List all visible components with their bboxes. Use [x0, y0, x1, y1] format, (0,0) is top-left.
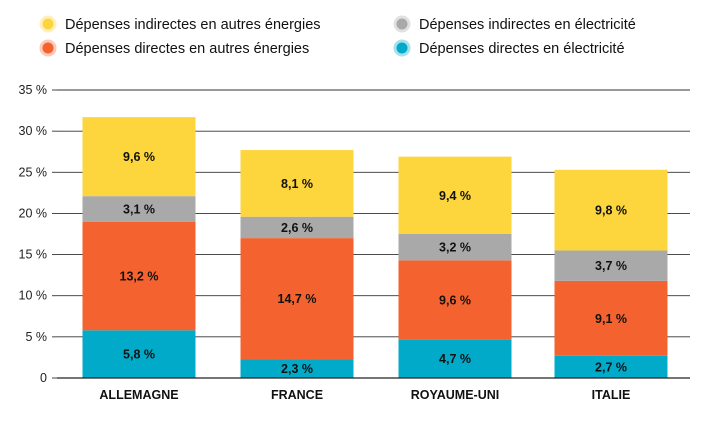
y-tick-label-15: 15 %	[19, 248, 48, 262]
bar-segment-italie-series-3	[554, 169, 668, 251]
data-label-royaume-uni-series-0: 4,7 %	[439, 352, 471, 366]
bar-segment-italie-series-1	[554, 280, 668, 356]
x-tick-label-royaume-uni: ROYAUME-UNI	[411, 388, 499, 402]
data-label-italie-series-2: 3,7 %	[595, 259, 627, 273]
data-label-france-series-3: 8,1 %	[281, 177, 313, 191]
data-label-royaume-uni-series-3: 9,4 %	[439, 189, 471, 203]
data-label-allemagne-series-0: 5,8 %	[123, 348, 155, 362]
x-tick-label-france: FRANCE	[271, 388, 323, 402]
legend-swatch-series-2	[396, 18, 408, 30]
legend-label-series-3: Dépenses indirectes en autres énergies	[65, 17, 321, 33]
legend: Dépenses indirectes en autres énergies Dé…	[39, 15, 636, 57]
legend-swatch-series-3	[42, 18, 54, 30]
x-axis: ALLEMAGNE FRANCE ROYAUME-UNI ITALIE	[57, 377, 690, 402]
bar-segment-france-series-1	[240, 238, 354, 360]
bar-segment-france-series-2	[240, 216, 354, 239]
data-label-royaume-uni-series-1: 9,6 %	[439, 293, 471, 307]
data-label-allemagne-series-2: 3,1 %	[123, 202, 155, 216]
data-label-france-series-0: 2,3 %	[281, 362, 313, 376]
legend-swatch-series-0	[396, 42, 408, 54]
data-label-france-series-2: 2,6 %	[281, 221, 313, 235]
legend-swatch-series-1	[42, 42, 54, 54]
y-tick-label-30: 30 %	[19, 124, 48, 138]
legend-label-series-0: Dépenses directes en électricité	[419, 41, 625, 57]
bar-segment-italie-series-2	[554, 250, 668, 281]
data-label-italie-series-3: 9,8 %	[595, 204, 627, 218]
y-tick-label-10: 10 %	[19, 289, 48, 303]
bar-segment-royaume-uni-series-1	[398, 260, 512, 340]
x-tick-label-italie: ITALIE	[592, 388, 631, 402]
bar-segment-allemagne-series-1	[82, 221, 196, 331]
data-label-royaume-uni-series-2: 3,2 %	[439, 241, 471, 255]
bar-segment-france-series-0	[240, 359, 354, 378]
bar-segment-allemagne-series-3	[82, 117, 196, 197]
y-tick-label-35: 35 %	[19, 83, 48, 97]
data-label-france-series-1: 14,7 %	[278, 292, 317, 306]
data-label-allemagne-series-1: 13,2 %	[120, 269, 159, 283]
legend-label-series-1: Dépenses directes en autres énergies	[65, 41, 309, 57]
legend-label-series-2: Dépenses indirectes en électricité	[419, 17, 636, 33]
bar-segment-royaume-uni-series-0	[398, 339, 512, 378]
data-label-italie-series-0: 2,7 %	[595, 360, 627, 374]
data-label-allemagne-series-3: 9,6 %	[123, 150, 155, 164]
data-label-italie-series-1: 9,1 %	[595, 312, 627, 326]
bar-segment-france-series-3	[240, 150, 354, 217]
y-axis: 0 5 % 10 % 15 % 20 % 25 % 30 % 35 %	[19, 83, 57, 385]
bar-segment-royaume-uni-series-2	[398, 234, 512, 261]
y-tick-label-20: 20 %	[19, 206, 48, 220]
y-tick-label-0: 0	[40, 371, 47, 385]
y-tick-label-25: 25 %	[19, 165, 48, 179]
bar-segment-allemagne-series-2	[82, 196, 196, 222]
bar-segment-allemagne-series-0	[82, 330, 196, 378]
x-tick-label-allemagne: ALLEMAGNE	[99, 388, 178, 402]
bars: 5,8 % 13,2 % 3,1 % 9,6 % 2,3 % 14,7 % 2,6 % 8,1…	[82, 117, 668, 378]
bar-segment-royaume-uni-series-3	[398, 156, 512, 234]
bar-segment-italie-series-0	[554, 355, 668, 378]
y-tick-label-5: 5 %	[25, 330, 47, 344]
